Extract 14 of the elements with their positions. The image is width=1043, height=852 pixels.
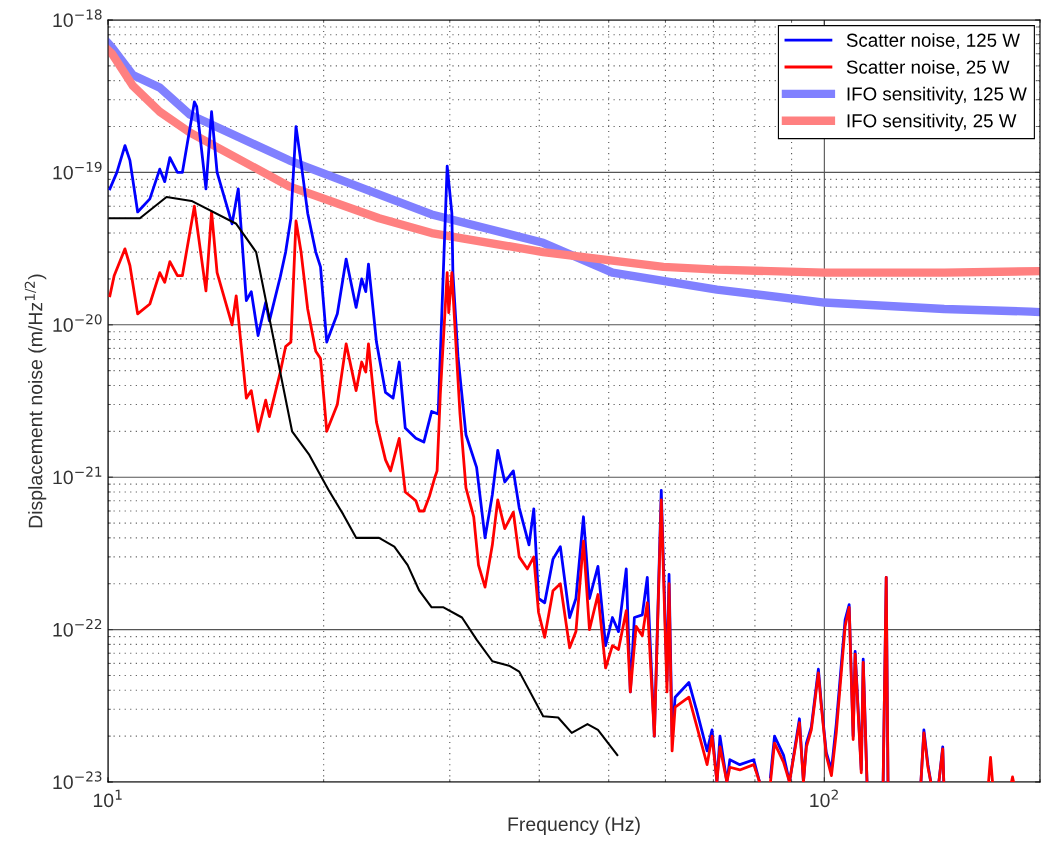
x-tick-label: 10$^{1}$ [93,789,122,808]
x-tick-label: 10$^{2}$ [810,789,838,808]
legend-label: Scatter noise, 25 W [846,59,1010,76]
legend-label: IFO sensitivity, 125 W [847,86,1027,105]
legend-label: IFO sensitivity, 25 W [847,113,1017,132]
y-tick-label: 10$^{−22}$ [53,618,102,637]
legend-label: Scatter noise, 125 W [846,33,1020,50]
y-axis-title: Displacement noise (m/Hz$^{1/2}$) [24,274,47,528]
y-tick-label: 10$^{−20}$ [53,314,102,332]
y-tick-label: 10$^{−18}$ [53,9,102,28]
y-tick-label: 10$^{−23}$ [53,771,102,790]
y-tick-label: 10$^{−21}$ [53,466,102,485]
y-tick-label: 10$^{−19}$ [53,161,102,180]
x-axis-title: Frequency (Hz) [508,816,640,835]
